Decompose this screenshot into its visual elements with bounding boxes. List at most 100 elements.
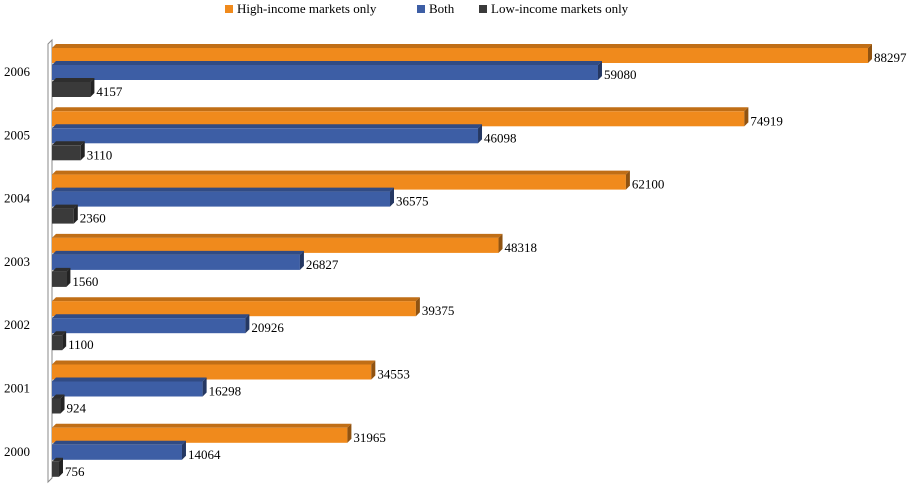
bar-top-face	[52, 78, 95, 82]
bar-top-face	[52, 61, 602, 65]
data-label: 1100	[68, 337, 94, 352]
data-label: 14064	[188, 447, 221, 462]
bar-side-face	[390, 187, 395, 207]
data-label: 48318	[505, 240, 538, 255]
bar-top-face	[52, 440, 186, 445]
y-tick-label: 2004	[4, 191, 31, 206]
legend-swatch	[479, 5, 487, 13]
bar-side-face	[347, 423, 352, 443]
bar	[52, 48, 868, 63]
y-tick-label: 2003	[4, 254, 30, 269]
bar	[52, 65, 598, 80]
bar-top-face	[52, 457, 63, 462]
bar-top-face	[52, 394, 65, 399]
data-label: 31965	[353, 430, 386, 445]
bar	[52, 111, 745, 127]
bar	[52, 335, 63, 351]
legend: High-income markets only Both Low-income m…	[225, 1, 629, 16]
bar-top-face	[52, 314, 250, 319]
legend-label: High-income markets only	[237, 1, 377, 16]
bar-top-face	[52, 187, 395, 192]
data-label: 4157	[96, 84, 123, 99]
bar-side-face	[202, 377, 207, 397]
bar	[52, 398, 61, 414]
bar-top-face	[52, 124, 483, 129]
bar	[52, 82, 91, 97]
legend-label: Low-income markets only	[491, 1, 629, 16]
bar-side-face	[625, 170, 630, 190]
bar-side-face	[744, 107, 749, 127]
bar	[52, 427, 348, 443]
bar-top-face	[52, 423, 352, 428]
bar-side-face	[181, 440, 186, 460]
data-label: 2360	[80, 211, 106, 226]
bar-top-face	[52, 204, 78, 209]
bar-top-face	[52, 233, 503, 238]
bar-side-face	[868, 44, 872, 63]
data-label: 34553	[377, 367, 410, 382]
data-label: 62100	[632, 177, 665, 192]
bar-side-face	[60, 394, 65, 414]
bar-side-face	[73, 204, 78, 224]
data-label: 59080	[604, 67, 637, 82]
bar-side-face	[90, 78, 95, 97]
data-label: 16298	[209, 384, 242, 399]
bar-side-face	[299, 250, 304, 270]
bar	[52, 301, 416, 317]
data-label: 26827	[306, 257, 339, 272]
bar-top-face	[52, 141, 85, 146]
bar-side-face	[371, 360, 376, 380]
bar	[52, 381, 203, 397]
bar	[52, 174, 626, 190]
y-tick-label: 2001	[4, 381, 30, 396]
data-label: 20926	[251, 320, 284, 335]
bar	[52, 191, 391, 207]
bar	[52, 128, 479, 144]
bar	[52, 145, 81, 161]
bar-top-face	[52, 267, 71, 272]
y-tick-label: 2006	[4, 64, 31, 79]
y-tick-label: 2000	[4, 444, 30, 459]
bar	[52, 237, 499, 253]
legend-swatch	[225, 5, 233, 13]
bar-side-face	[58, 457, 63, 477]
bar-top-face	[52, 377, 207, 382]
legend-label: Both	[429, 1, 455, 16]
bar-side-face	[245, 314, 250, 334]
bar	[52, 318, 246, 334]
bar-top-face	[52, 297, 420, 302]
bar	[52, 271, 67, 287]
data-label: 36575	[396, 194, 429, 209]
bar-top-face	[52, 44, 872, 48]
data-label: 46098	[484, 130, 516, 145]
y-tick-label: 2005	[4, 127, 30, 142]
bar-top-face	[52, 107, 749, 112]
data-label: 74919	[750, 113, 783, 128]
bar-top-face	[52, 331, 67, 336]
bar	[52, 444, 182, 460]
data-label: 756	[65, 464, 85, 479]
bar	[52, 364, 372, 380]
bar-side-face	[66, 267, 71, 287]
bar	[52, 461, 59, 477]
bar-top-face	[52, 360, 376, 365]
legend-swatch	[417, 5, 425, 13]
bar	[52, 254, 300, 270]
bar	[52, 208, 74, 224]
data-label: 39375	[422, 303, 455, 318]
bar-side-face	[597, 61, 602, 80]
bar-side-face	[478, 124, 483, 144]
bar-top-face	[52, 170, 630, 175]
y-tick-label: 2002	[4, 317, 30, 332]
data-label: 3110	[87, 147, 113, 162]
data-label: 924	[67, 401, 87, 416]
bar-top-face	[52, 250, 304, 255]
bar-side-face	[62, 331, 67, 351]
bar-side-face	[498, 233, 503, 253]
axis-wall	[47, 38, 53, 484]
bar-side-face	[415, 297, 420, 317]
data-label: 88297	[874, 50, 907, 65]
data-label: 1560	[72, 274, 98, 289]
